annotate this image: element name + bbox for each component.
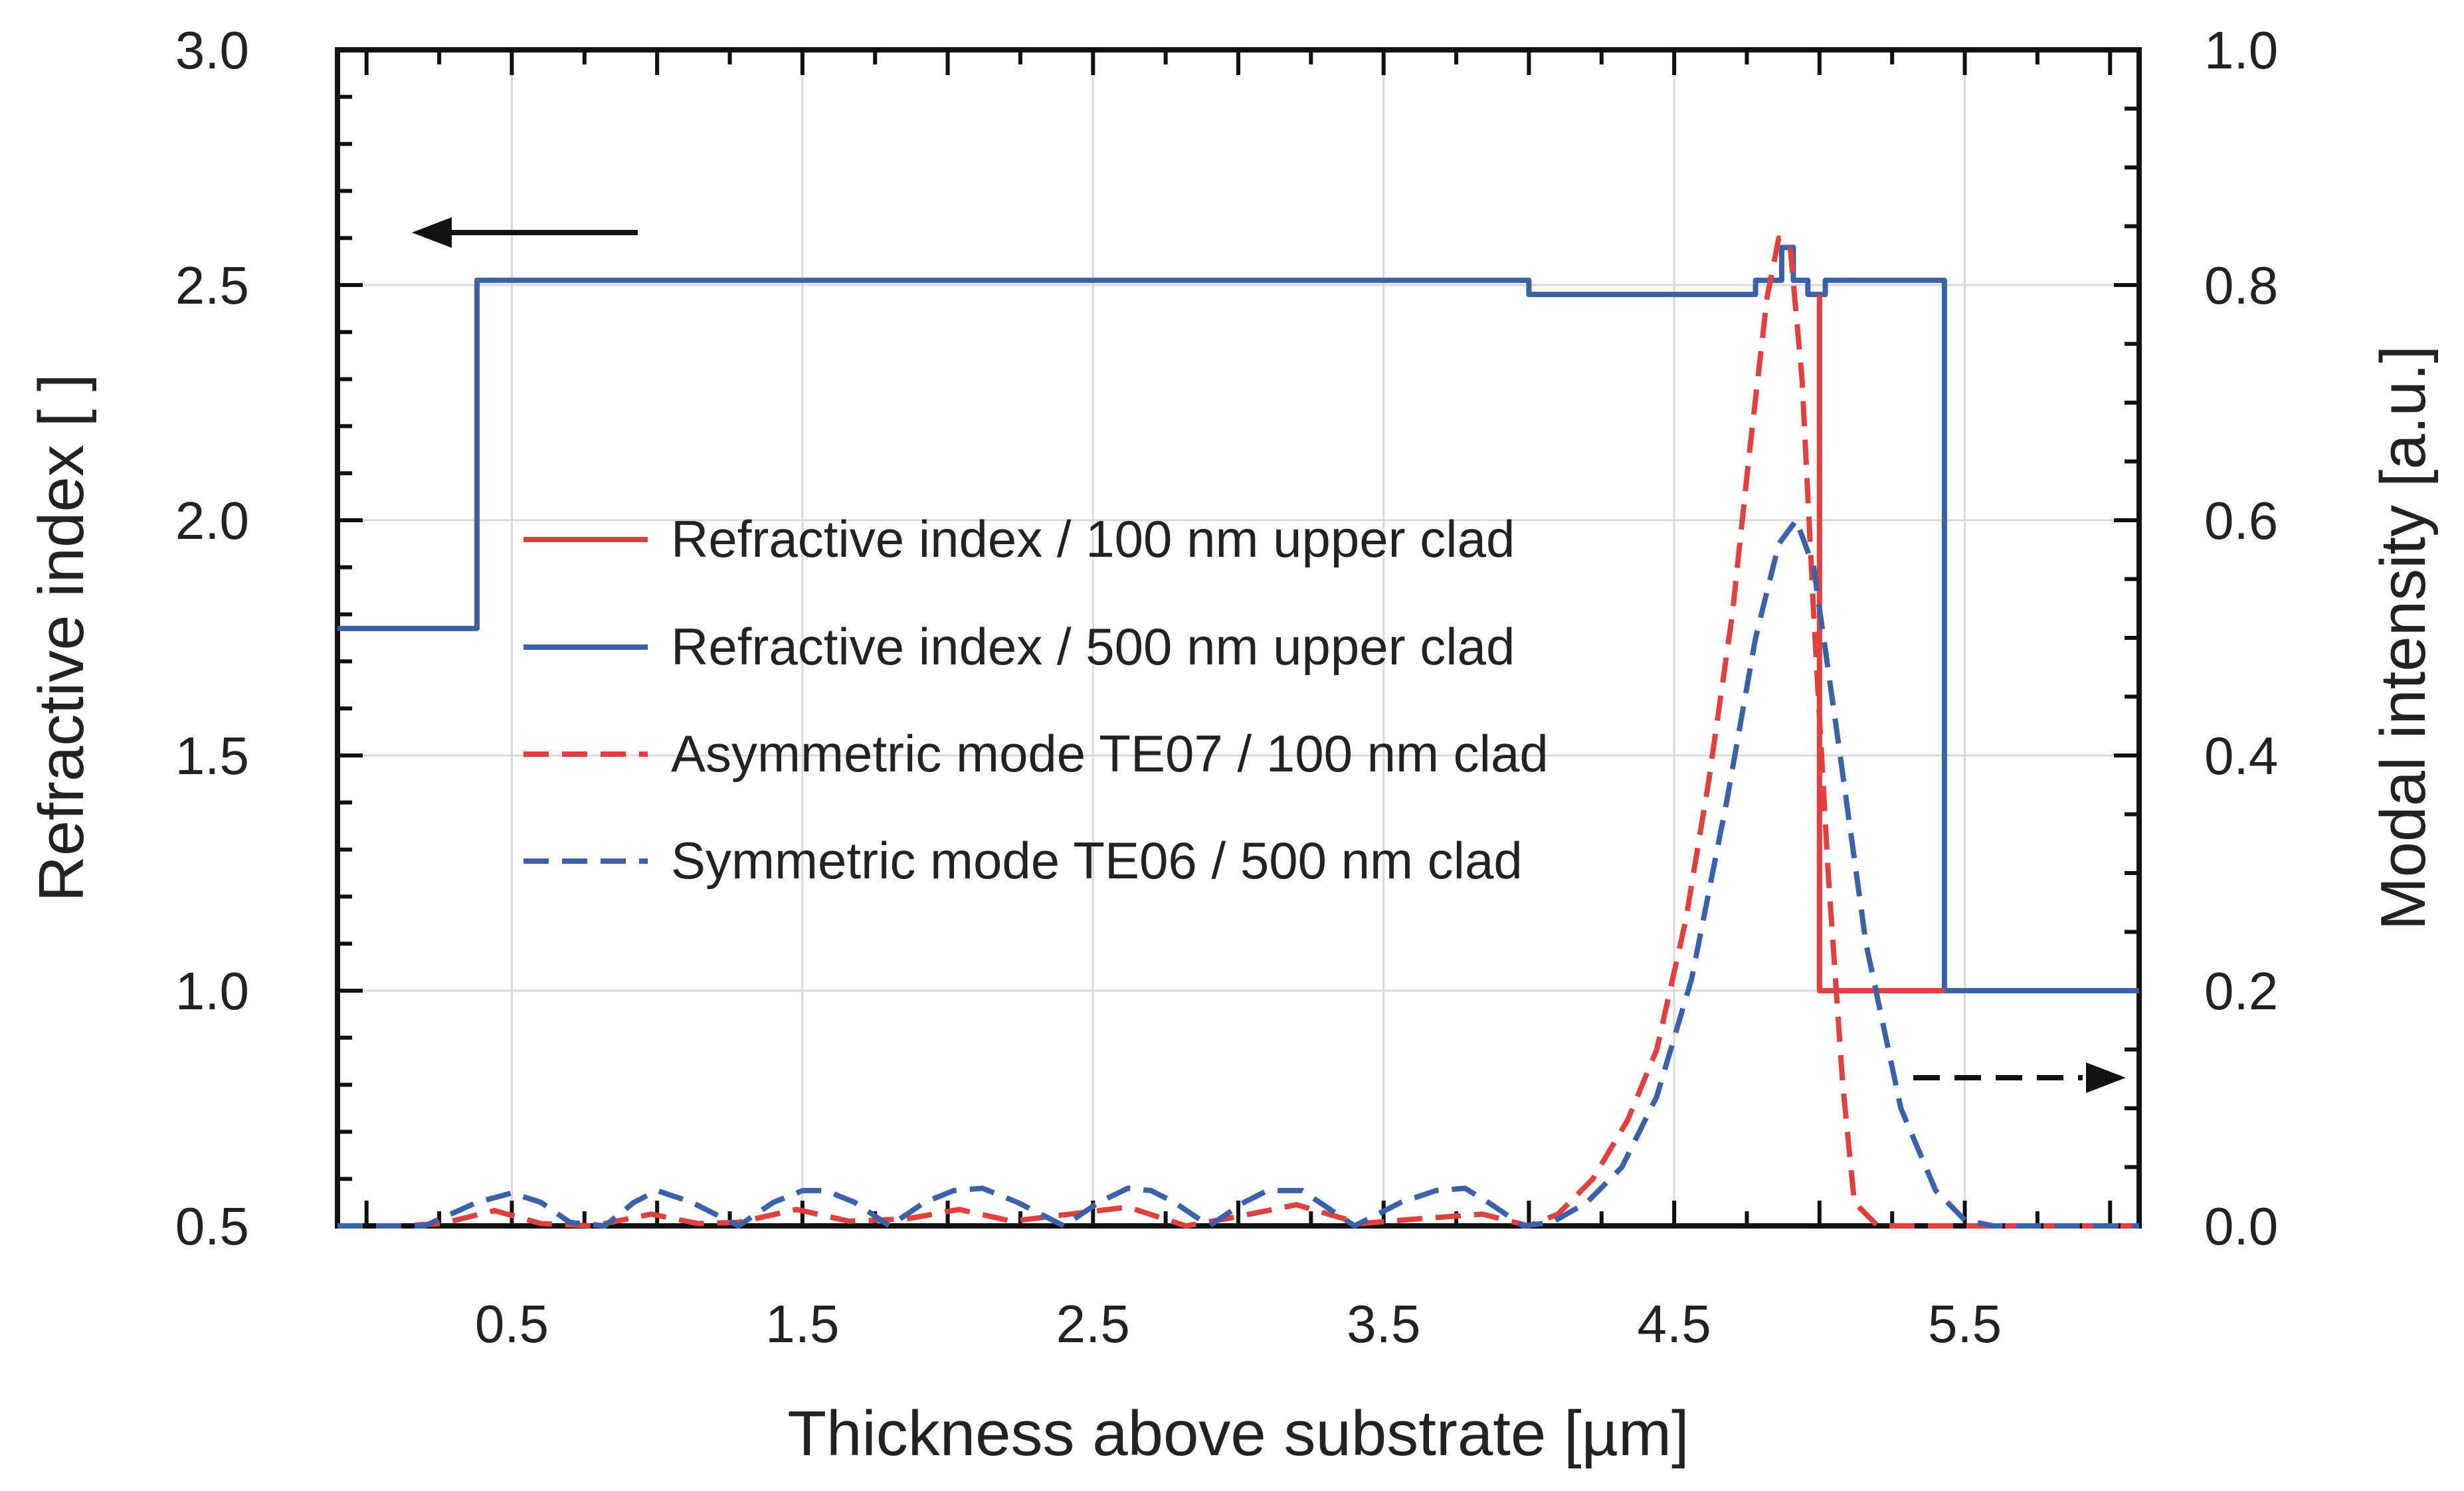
x-tick-label: 1.5 bbox=[765, 1294, 839, 1353]
gridlines bbox=[337, 49, 2139, 1227]
y-right-tick-label: 0.0 bbox=[2204, 1197, 2278, 1256]
y-left-tick-label: 0.5 bbox=[175, 1197, 249, 1256]
y-left-tick-labels: 0.5 1.0 1.5 2.0 2.5 3.0 bbox=[175, 21, 249, 1256]
series-te07-mode bbox=[337, 235, 2139, 1229]
x-tick-labels: 0.5 1.5 2.5 3.5 4.5 5.5 bbox=[475, 1294, 2002, 1353]
right-axis-arrow bbox=[1913, 1062, 2126, 1093]
y-right-tick-labels: 0.0 0.2 0.4 0.6 0.8 1.0 bbox=[2204, 21, 2278, 1256]
legend-label: Refractive index / 100 nm upper clad bbox=[671, 510, 1515, 568]
x-tick-label: 5.5 bbox=[1928, 1294, 2002, 1353]
legend-label: Symmetric mode TE06 / 500 nm clad bbox=[671, 831, 1523, 890]
x-tick-label: 0.5 bbox=[475, 1294, 549, 1353]
y-left-tick-label: 2.0 bbox=[175, 491, 249, 550]
y-right-tick-label: 0.4 bbox=[2204, 726, 2278, 785]
left-axis-arrow bbox=[412, 217, 638, 248]
series-te06-mode bbox=[337, 518, 2139, 1229]
y-right-tick-label: 0.6 bbox=[2204, 491, 2278, 550]
legend-label: Asymmetric mode TE07 / 100 nm clad bbox=[671, 724, 1549, 783]
legend-item-te06: Symmetric mode TE06 / 500 nm clad bbox=[523, 831, 1523, 890]
x-axis-title: Thickness above substrate [µm] bbox=[787, 1398, 1689, 1469]
y-left-tick-label: 3.0 bbox=[175, 21, 249, 80]
series-ri-500nm bbox=[337, 245, 2139, 993]
legend-item-ri-500nm: Refractive index / 500 nm upper clad bbox=[523, 617, 1515, 676]
series-ri-100nm bbox=[1816, 294, 1944, 993]
tick-marks bbox=[337, 48, 2139, 1228]
legend-label: Refractive index / 500 nm upper clad bbox=[671, 617, 1515, 676]
y-left-tick-label: 2.5 bbox=[175, 256, 249, 315]
legend-item-ri-100nm: Refractive index / 100 nm upper clad bbox=[523, 510, 1515, 568]
legend: Refractive index / 100 nm upper clad Ref… bbox=[523, 510, 1549, 890]
y-right-tick-label: 1.0 bbox=[2204, 21, 2278, 80]
y-right-tick-label: 0.8 bbox=[2204, 256, 2278, 315]
y-right-axis-title: Modal intensity [a.u.] bbox=[2368, 346, 2439, 930]
y-left-axis-title: Refractive index [ ] bbox=[26, 374, 97, 902]
x-tick-label: 4.5 bbox=[1638, 1294, 1711, 1353]
legend-item-te07: Asymmetric mode TE07 / 100 nm clad bbox=[523, 724, 1549, 783]
y-right-tick-label: 0.2 bbox=[2204, 961, 2278, 1021]
series-lines bbox=[337, 235, 2139, 1229]
y-left-tick-label: 1.5 bbox=[175, 726, 249, 785]
x-tick-label: 3.5 bbox=[1347, 1294, 1420, 1353]
x-tick-label: 2.5 bbox=[1056, 1294, 1130, 1353]
y-left-tick-label: 1.0 bbox=[175, 961, 249, 1021]
